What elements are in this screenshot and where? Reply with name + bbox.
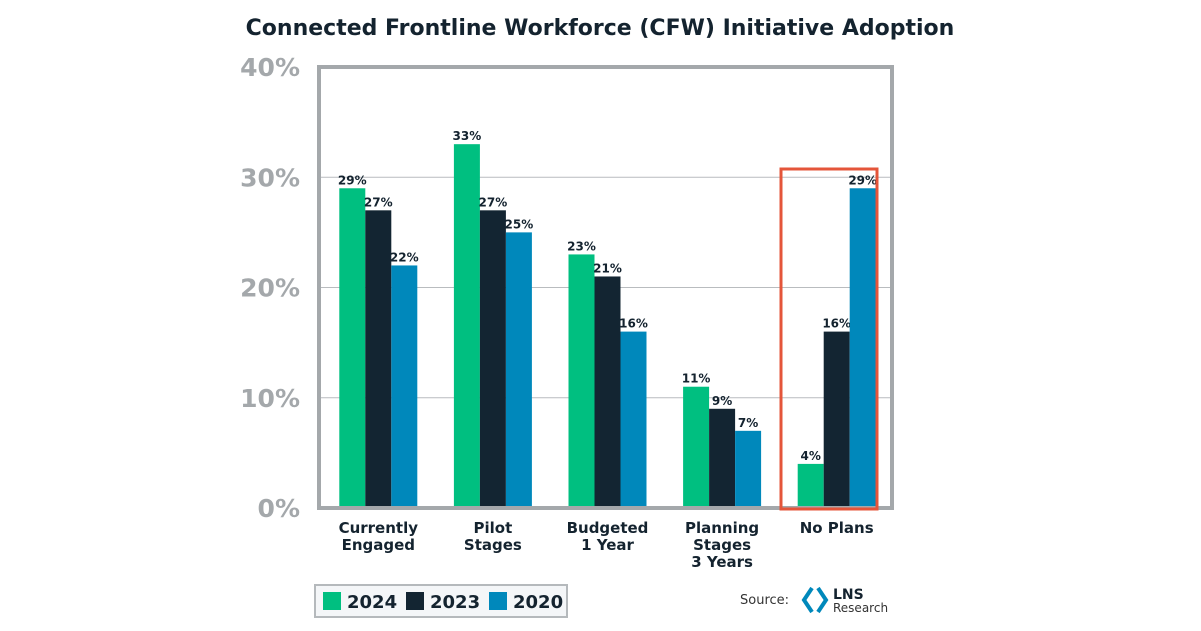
x-category-label: No Plans (800, 519, 874, 537)
bar-2020 (735, 430, 762, 508)
y-tick-label: 40% (240, 53, 300, 82)
x-category-label: Pilot Stages (464, 519, 522, 554)
legend-swatch-2023 (406, 592, 424, 610)
highlight-box (779, 167, 879, 511)
data-label: 11% (682, 372, 711, 386)
legend-swatch-2024 (323, 592, 341, 610)
data-label: 16% (619, 317, 648, 331)
bar-2024 (339, 188, 366, 508)
x-category-label: Planning Stages 3 Years (685, 519, 759, 571)
y-tick-label: 0% (258, 494, 300, 523)
bar-2024 (568, 254, 595, 508)
data-label: 27% (479, 195, 508, 209)
data-label: 4% (801, 449, 821, 463)
bar-2023 (365, 210, 392, 508)
bar-2023 (479, 210, 506, 508)
data-label: 29% (338, 173, 367, 187)
bar-2024 (453, 144, 480, 509)
legend-label: 2023 (430, 592, 480, 613)
bar-2020 (849, 188, 876, 508)
data-label: 9% (712, 394, 732, 408)
data-label: 25% (505, 217, 534, 231)
legend-label: 2024 (347, 592, 397, 613)
data-label: 27% (364, 195, 393, 209)
y-tick-label: 20% (240, 274, 300, 303)
data-label: 29% (848, 173, 877, 187)
data-label: 21% (593, 261, 622, 275)
plot-frame (317, 65, 894, 510)
data-label: 33% (453, 129, 482, 143)
bar-2020 (505, 232, 532, 508)
bar-2023 (823, 331, 850, 508)
data-label: 7% (738, 416, 758, 430)
bar-2024 (683, 386, 710, 508)
x-category-label: Currently Engaged (339, 519, 419, 554)
logo-line1: LNS (833, 587, 864, 603)
x-category-label: Budgeted 1 Year (567, 519, 649, 554)
legend: 2024 2023 2020 (314, 584, 568, 618)
data-label: 22% (390, 250, 419, 264)
lns-logo-icon (801, 586, 829, 614)
source: Source: LNS Research (740, 586, 888, 615)
bar-2023 (709, 408, 736, 508)
logo-line2: Research (833, 601, 888, 615)
source-label: Source: (740, 593, 789, 608)
y-tick-label: 10% (240, 384, 300, 413)
legend-swatch-2020 (489, 592, 507, 610)
bar-2024 (797, 463, 824, 508)
data-label: 16% (822, 317, 851, 331)
bar-2023 (594, 276, 621, 508)
data-label: 23% (567, 239, 596, 253)
bar-2020 (391, 265, 418, 508)
legend-label: 2020 (513, 592, 563, 613)
y-tick-label: 30% (240, 163, 300, 192)
bar-2020 (620, 331, 647, 508)
chart-title: Connected Frontline Workforce (CFW) Init… (246, 16, 955, 41)
